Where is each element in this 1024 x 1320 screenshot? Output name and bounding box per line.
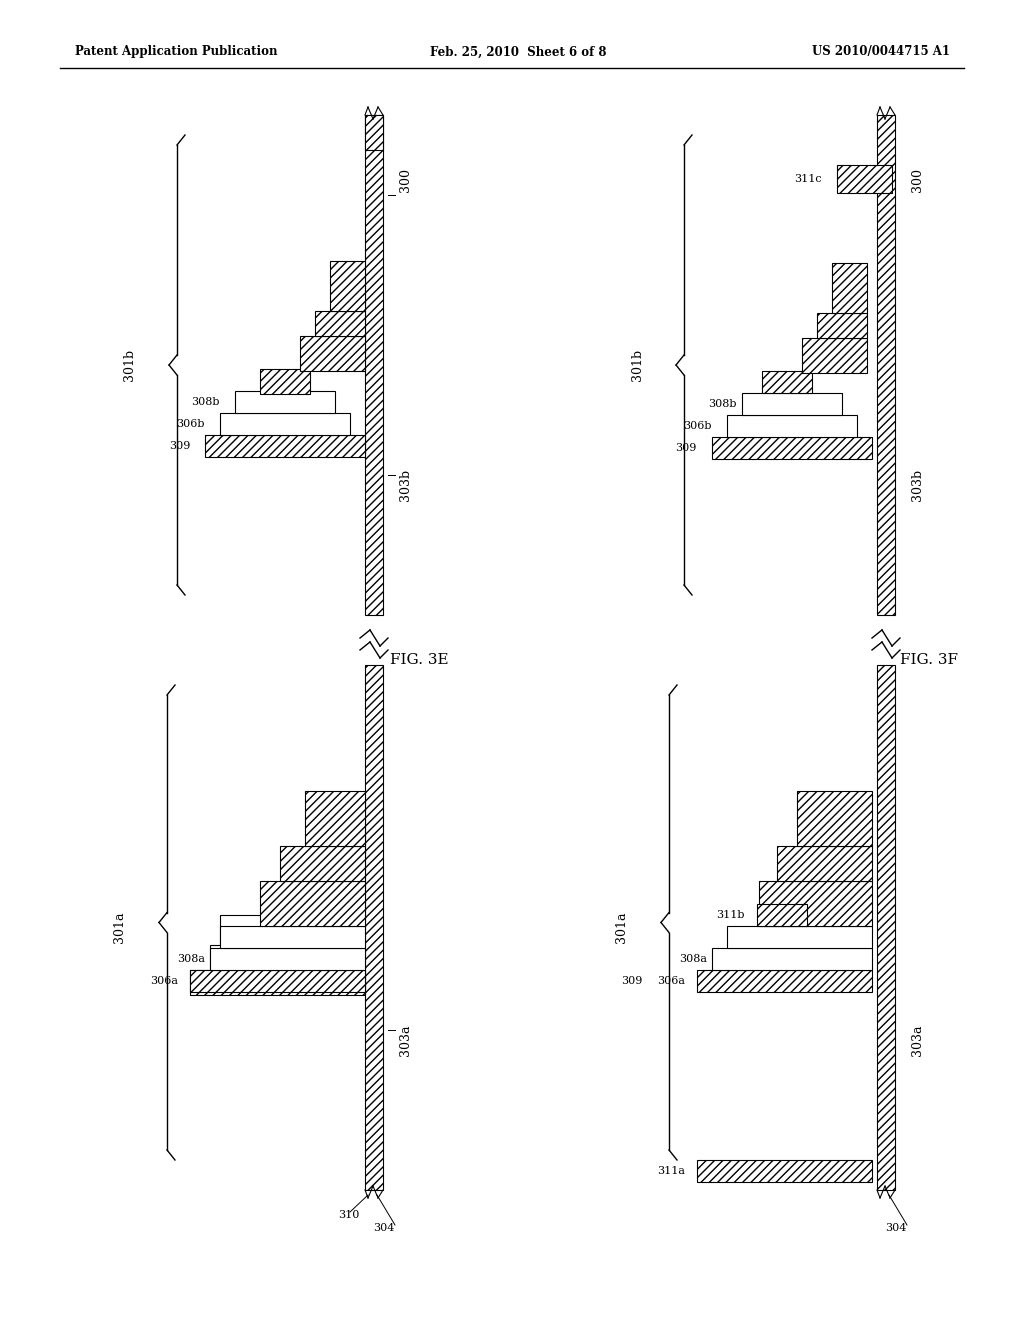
Text: 311a: 311a	[657, 1166, 685, 1176]
Bar	[365, 115, 383, 150]
Bar	[315, 312, 365, 337]
Text: 301a: 301a	[615, 911, 629, 942]
Text: 303b: 303b	[398, 469, 412, 502]
Text: 301b: 301b	[631, 348, 643, 381]
Text: 308b: 308b	[191, 397, 220, 407]
Bar	[777, 846, 872, 880]
Text: 308a: 308a	[679, 954, 707, 964]
Text: 304: 304	[374, 1224, 394, 1233]
Bar	[877, 115, 895, 615]
Text: FIG. 3F: FIG. 3F	[900, 653, 958, 667]
Text: 306a: 306a	[657, 975, 685, 986]
Text: 300: 300	[910, 168, 924, 191]
Text: 308a: 308a	[177, 954, 205, 964]
Bar	[712, 948, 872, 970]
Bar	[190, 970, 365, 993]
Text: 303b: 303b	[910, 469, 924, 502]
Bar	[190, 970, 365, 995]
Text: 303a: 303a	[910, 1024, 924, 1056]
Bar	[762, 371, 812, 393]
Bar	[365, 665, 383, 1191]
Bar	[697, 970, 872, 993]
Text: Feb. 25, 2010  Sheet 6 of 8: Feb. 25, 2010 Sheet 6 of 8	[430, 45, 606, 58]
Bar	[742, 393, 842, 414]
Bar	[300, 337, 365, 371]
Text: FIG. 3E: FIG. 3E	[390, 653, 449, 667]
Bar	[365, 115, 383, 615]
Text: 309: 309	[621, 975, 642, 986]
Bar	[330, 261, 365, 312]
Text: 310: 310	[338, 1210, 359, 1220]
Bar	[220, 927, 365, 948]
Bar	[831, 263, 867, 313]
Text: 309: 309	[676, 444, 697, 453]
Bar	[205, 436, 365, 457]
Bar	[697, 1160, 872, 1181]
Text: 300: 300	[398, 168, 412, 191]
Text: 303a: 303a	[398, 1024, 412, 1056]
Bar	[727, 414, 857, 437]
Bar	[759, 880, 872, 927]
Text: 311c: 311c	[795, 174, 822, 183]
Text: 308b: 308b	[709, 399, 737, 409]
Bar	[210, 948, 365, 970]
Bar	[797, 791, 872, 846]
Bar	[837, 165, 892, 193]
Text: 306a: 306a	[150, 975, 178, 986]
Text: 311b: 311b	[717, 909, 745, 920]
Bar	[877, 665, 895, 1191]
Bar	[210, 945, 355, 970]
Bar	[234, 391, 335, 413]
Bar	[757, 904, 807, 927]
Bar	[260, 880, 365, 927]
Text: 301a: 301a	[114, 911, 127, 942]
Bar	[712, 437, 872, 459]
Bar	[802, 338, 867, 374]
Text: Patent Application Publication: Patent Application Publication	[75, 45, 278, 58]
Bar	[220, 413, 350, 436]
Text: US 2010/0044715 A1: US 2010/0044715 A1	[812, 45, 950, 58]
Text: 309: 309	[169, 441, 190, 451]
Bar	[260, 370, 310, 393]
Bar	[280, 846, 365, 880]
Text: 304: 304	[886, 1224, 906, 1233]
Bar	[727, 927, 872, 948]
Text: 306b: 306b	[176, 418, 205, 429]
Bar	[220, 915, 335, 945]
Text: 301b: 301b	[124, 348, 136, 381]
Text: 306b: 306b	[683, 421, 712, 432]
Bar	[305, 791, 365, 846]
Bar	[817, 313, 867, 338]
